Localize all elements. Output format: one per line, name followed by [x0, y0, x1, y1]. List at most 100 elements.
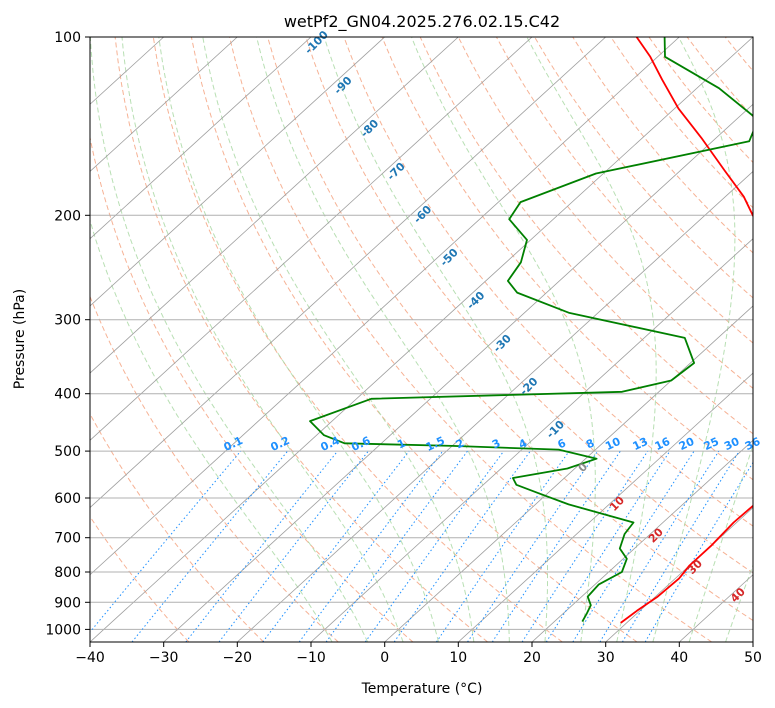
moist-adiabat [323, 37, 548, 642]
dry-adiabat [572, 37, 753, 254]
y-tick-label: 500 [54, 444, 81, 460]
isotherm-line [237, 170, 753, 642]
x-tick-label: −20 [223, 650, 253, 666]
dry-adiabat [686, 37, 753, 118]
mixing-ratio-line [185, 450, 338, 642]
mixing-ratio-line [298, 450, 444, 642]
x-axis: −40 −30 −20 −10 0 10 20 30 40 50 [75, 642, 762, 666]
isotherm-label: -50 [438, 246, 461, 269]
x-tick-label: 40 [670, 650, 688, 666]
mixing-ratio-line [435, 450, 570, 642]
dry-adiabat [457, 37, 753, 389]
x-tick-label: 10 [449, 650, 467, 666]
mixing-ratio-line [521, 450, 649, 642]
isotherm-line [90, 37, 385, 307]
mixing-ratio-line [572, 450, 695, 642]
dewpoint-profile [309, 37, 753, 623]
mixing-ratio-label: 25 [702, 435, 721, 453]
y-tick-label: 400 [54, 387, 81, 403]
temperature-profile [620, 37, 753, 624]
dry-adiabat [381, 37, 753, 481]
isotherm-line [90, 37, 680, 576]
dry-adiabat [724, 37, 753, 72]
y-tick-label: 1000 [45, 622, 81, 638]
y-tick-label: 200 [54, 208, 81, 224]
mixing-ratio-line [599, 450, 720, 642]
dry-adiabat [90, 295, 339, 642]
mixing-ratio-label: 3 [490, 436, 502, 451]
mixing-ratio-line [364, 450, 505, 642]
isotherm-line [310, 238, 753, 642]
isotherm-line [90, 37, 606, 509]
y-axis-label: Pressure (hPa) [12, 289, 28, 389]
isotherm-line [531, 439, 753, 642]
isotherm-line [90, 37, 753, 642]
mixing-ratio-label: 13 [631, 435, 650, 453]
isotherm-line [163, 103, 753, 642]
x-axis-label: Temperature (°C) [361, 681, 483, 697]
plot-frame [89, 36, 754, 643]
mixing-ratio-line [325, 450, 468, 642]
mixing-ratio-line [262, 450, 410, 642]
y-tick-label: 900 [54, 595, 81, 611]
dry-adiabat [114, 37, 488, 642]
dry-adiabat [648, 37, 753, 164]
mixing-ratio-line [131, 450, 288, 642]
mixing-ratio-label: 2 [454, 436, 466, 451]
moist-adiabat [652, 37, 736, 642]
dry-adiabat [419, 37, 753, 435]
moist-adiabat [121, 37, 404, 642]
isotherm-label: -100 [302, 28, 331, 57]
moist-adiabat [411, 37, 596, 642]
isotherm-label: -60 [411, 203, 434, 226]
isotherm-line [384, 305, 753, 642]
dry-adiabat [763, 37, 775, 642]
plot-labels: 0.1 0.2 0.4 0.6 1 1.5 2 3 4 6 8 10 13 16 20 25 30 36-100-… [222, 28, 763, 605]
dry-adiabat [190, 37, 638, 642]
isotherm-label: -30 [491, 332, 514, 355]
dry-adiabat [267, 37, 753, 622]
isotherm-label: -10 [544, 418, 567, 441]
moist-adiabat [90, 218, 333, 642]
x-tick-label: 20 [523, 650, 541, 666]
isotherm-label: -90 [331, 74, 354, 97]
mixing-ratio-line [467, 450, 599, 642]
isotherm-label: -40 [464, 289, 487, 312]
temperature-label: 30 [685, 557, 705, 577]
dry-adiabat [495, 37, 753, 344]
y-axis: 100 200 300 400 500 600 700 800 900 1000 [45, 30, 90, 638]
isotherm-line [458, 372, 753, 642]
x-tick-label: −30 [149, 650, 179, 666]
x-tick-label: 50 [744, 650, 762, 666]
mixing-ratio-label: 30 [722, 435, 742, 453]
dry-adiabat [534, 37, 753, 299]
dry-adiabat [90, 412, 264, 642]
x-tick-label: 30 [597, 650, 615, 666]
dry-adiabat [229, 37, 712, 642]
temperature-label: 20 [646, 525, 666, 545]
moist-adiabat [158, 37, 439, 642]
temperature-label: 10 [607, 494, 627, 514]
isotherm-line [90, 37, 312, 240]
dry-adiabat [90, 515, 190, 642]
mixing-ratio-label: 16 [653, 435, 673, 453]
mixing-ratio-label: 10 [603, 435, 623, 453]
isotherm-line [90, 37, 533, 441]
plot-background [90, 37, 775, 642]
mixing-ratio-line [621, 450, 740, 642]
moist-adiabat [256, 37, 510, 642]
isotherm-line [752, 641, 753, 642]
moist-adiabat [725, 563, 753, 642]
dry-adiabat [305, 37, 753, 574]
dry-adiabat [152, 37, 563, 642]
moist-adiabat [688, 443, 753, 642]
isotherm-line [90, 37, 459, 374]
isotherm-label: -80 [358, 117, 381, 140]
y-tick-label: 600 [54, 491, 81, 507]
isotherm-label: -70 [385, 160, 408, 183]
moist-adiabat [202, 37, 475, 642]
plot-series [309, 37, 753, 624]
mixing-ratio-line [545, 450, 671, 642]
y-tick-label: 800 [54, 565, 81, 581]
